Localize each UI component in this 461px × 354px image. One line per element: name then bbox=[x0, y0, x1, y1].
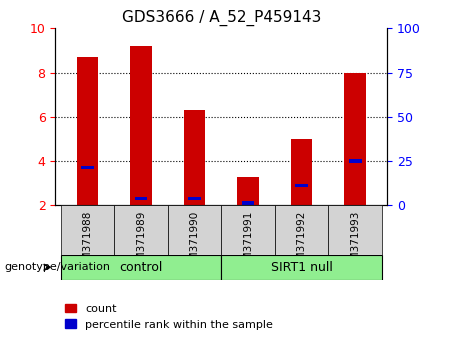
Text: GSM371988: GSM371988 bbox=[83, 210, 93, 274]
Bar bbox=[188, 197, 201, 200]
FancyBboxPatch shape bbox=[61, 205, 114, 255]
Bar bbox=[295, 184, 308, 187]
Text: GSM371993: GSM371993 bbox=[350, 210, 360, 274]
Text: control: control bbox=[119, 261, 163, 274]
Title: GDS3666 / A_52_P459143: GDS3666 / A_52_P459143 bbox=[122, 9, 321, 25]
FancyBboxPatch shape bbox=[275, 205, 328, 255]
Bar bbox=[184, 110, 205, 205]
Bar bbox=[77, 57, 98, 205]
Bar bbox=[349, 159, 361, 163]
Text: genotype/variation: genotype/variation bbox=[5, 262, 111, 272]
Text: SIRT1 null: SIRT1 null bbox=[271, 261, 332, 274]
FancyBboxPatch shape bbox=[61, 255, 221, 280]
Bar bbox=[130, 46, 152, 205]
FancyBboxPatch shape bbox=[114, 205, 168, 255]
FancyBboxPatch shape bbox=[168, 205, 221, 255]
Bar bbox=[291, 139, 312, 205]
Legend: count, percentile rank within the sample: count, percentile rank within the sample bbox=[61, 299, 278, 334]
Text: GSM371989: GSM371989 bbox=[136, 210, 146, 274]
Bar bbox=[81, 166, 94, 169]
Text: GSM371991: GSM371991 bbox=[243, 210, 253, 274]
FancyBboxPatch shape bbox=[221, 255, 382, 280]
Bar bbox=[237, 177, 259, 205]
Bar bbox=[135, 197, 148, 200]
FancyBboxPatch shape bbox=[328, 205, 382, 255]
Bar bbox=[242, 201, 254, 205]
Bar bbox=[344, 73, 366, 205]
FancyBboxPatch shape bbox=[221, 205, 275, 255]
Text: GSM371990: GSM371990 bbox=[189, 210, 200, 274]
Text: GSM371992: GSM371992 bbox=[296, 210, 307, 274]
